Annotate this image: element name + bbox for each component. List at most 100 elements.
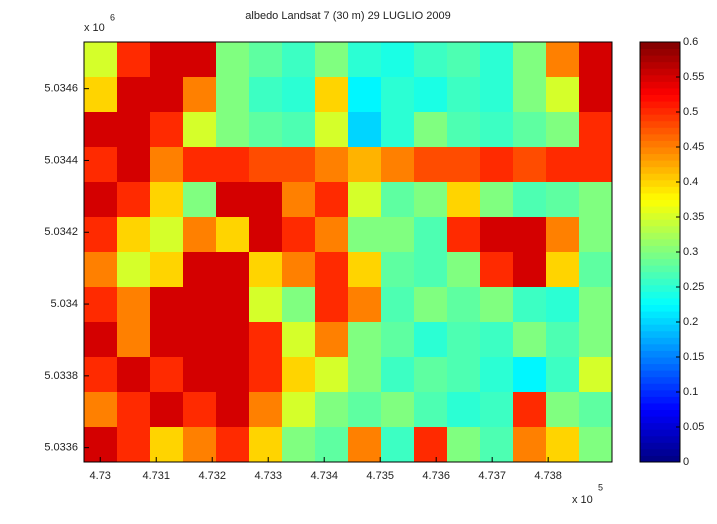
heat-cell <box>150 182 184 218</box>
heat-cell <box>117 182 151 218</box>
colorbar-step <box>640 166 680 174</box>
heat-cell <box>480 217 514 253</box>
heat-cell <box>315 182 349 218</box>
colorbar-tick-label: 0.35 <box>683 211 704 223</box>
heat-cell <box>480 182 514 218</box>
heat-cell <box>414 217 448 253</box>
heat-cell <box>216 392 250 428</box>
colorbar-step <box>640 311 680 319</box>
heat-cell <box>183 42 217 78</box>
heat-cell <box>414 112 448 148</box>
colorbar-step <box>640 68 680 76</box>
colorbar-tick-label: 0.4 <box>683 176 698 188</box>
heat-cell <box>513 322 547 358</box>
heat-cell <box>282 392 316 428</box>
colorbar-tick-label: 0.25 <box>683 281 704 293</box>
heat-cell <box>579 42 613 78</box>
heat-cell <box>480 357 514 393</box>
heat-cell <box>513 357 547 393</box>
colorbar-tick-label: 0.1 <box>683 386 698 398</box>
heat-cell <box>183 147 217 183</box>
heat-cell <box>216 427 250 463</box>
heat-cell <box>282 322 316 358</box>
heat-cell <box>282 287 316 323</box>
colorbar-step <box>640 278 680 286</box>
heat-cell <box>183 112 217 148</box>
colorbar-tick-label: 0 <box>683 456 689 468</box>
heat-cell <box>414 287 448 323</box>
heat-cell <box>480 77 514 113</box>
heat-cell <box>381 252 415 288</box>
heat-cell <box>117 392 151 428</box>
heat-cell <box>315 42 349 78</box>
colorbar-step <box>640 186 680 194</box>
heat-cell <box>579 322 613 358</box>
heat-cell <box>414 147 448 183</box>
heat-cell <box>447 322 481 358</box>
heat-cell <box>84 322 118 358</box>
heat-cell <box>546 77 580 113</box>
colorbar-step <box>640 389 680 397</box>
heat-cell <box>480 42 514 78</box>
heat-cell <box>183 252 217 288</box>
heat-cell <box>84 427 118 463</box>
heat-cell <box>84 112 118 148</box>
heat-cell <box>117 322 151 358</box>
colorbar-step <box>640 284 680 292</box>
heat-cell <box>579 182 613 218</box>
colorbar-step <box>640 448 680 456</box>
colorbar-step <box>640 206 680 214</box>
heat-cell <box>84 392 118 428</box>
colorbar-step <box>640 107 680 115</box>
heat-cell <box>84 252 118 288</box>
heat-cell <box>447 252 481 288</box>
heat-cell <box>183 427 217 463</box>
heat-cell <box>282 42 316 78</box>
x-tick-label: 4.736 <box>422 470 450 482</box>
heat-cell <box>150 322 184 358</box>
heat-cell <box>117 42 151 78</box>
heat-cell <box>183 77 217 113</box>
colorbar-step <box>640 133 680 141</box>
heat-cell <box>348 42 382 78</box>
heat-cell <box>315 217 349 253</box>
heat-cell <box>348 182 382 218</box>
colorbar-step <box>640 416 680 424</box>
heat-cell <box>447 427 481 463</box>
heat-cell <box>249 392 283 428</box>
x-multiplier-exponent: 5 <box>598 482 603 492</box>
colorbar-step <box>640 81 680 89</box>
heat-cell <box>414 182 448 218</box>
heat-cell <box>381 357 415 393</box>
colorbar-step <box>640 363 680 371</box>
colorbar-step <box>640 225 680 233</box>
heat-cell <box>579 252 613 288</box>
heat-cell <box>216 147 250 183</box>
heat-cell <box>546 182 580 218</box>
colorbar-step <box>640 101 680 109</box>
heat-cell <box>513 427 547 463</box>
heat-cell <box>513 147 547 183</box>
heat-cell <box>546 112 580 148</box>
colorbar-step <box>640 429 680 437</box>
heat-cell <box>183 392 217 428</box>
heat-cell <box>249 217 283 253</box>
colorbar-step <box>640 357 680 365</box>
heat-cell <box>183 322 217 358</box>
colorbar-step <box>640 442 680 450</box>
colorbar-step <box>640 94 680 102</box>
heat-cell <box>249 427 283 463</box>
heat-cell <box>315 147 349 183</box>
colorbar-step <box>640 435 680 443</box>
heat-cell <box>579 147 613 183</box>
colorbar-step <box>640 74 680 82</box>
colorbar-step <box>640 199 680 207</box>
heat-cell <box>84 42 118 78</box>
heat-cell <box>282 77 316 113</box>
heat-cell <box>546 217 580 253</box>
heat-cell <box>183 217 217 253</box>
colorbar-step <box>640 422 680 430</box>
heat-cell <box>150 252 184 288</box>
colorbar-step <box>640 179 680 187</box>
